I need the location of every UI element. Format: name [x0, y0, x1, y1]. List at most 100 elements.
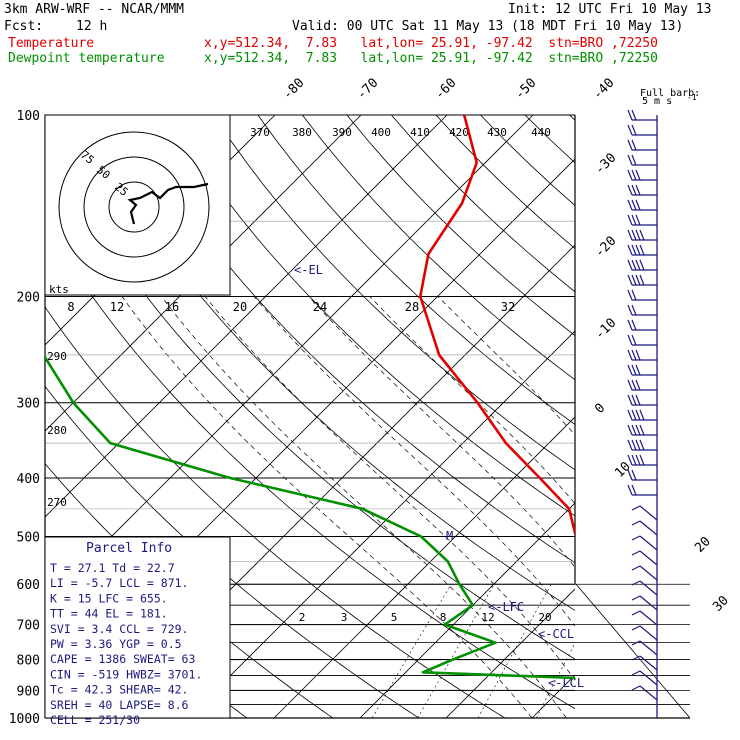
mixing-ratio-label: 16 — [165, 300, 179, 314]
dry-adiabat-line — [659, 115, 740, 718]
wind-barb — [627, 349, 657, 361]
mixing-ratio-line — [371, 584, 452, 718]
model-title: 3km ARW-WRF -- NCAR/MMM — [4, 2, 185, 17]
isotherm-line — [704, 115, 740, 718]
dry-adiabat-label: 280 — [47, 424, 67, 437]
wind-barb — [627, 364, 657, 376]
level-annotation: M — [446, 529, 453, 543]
isotherm-label: 0 — [592, 401, 608, 417]
mixing-ratio-label: 24 — [313, 300, 327, 314]
pressure-tick-label: 100 — [17, 109, 40, 124]
isotherm-label: -40 — [590, 76, 617, 103]
isotherm-label: -70 — [354, 76, 381, 103]
mixing-ratio-low-label: 2 — [299, 611, 306, 624]
wind-barb — [627, 484, 657, 496]
parcel-info-title: Parcel Info — [86, 541, 172, 556]
pressure-tick-label: 500 — [17, 530, 40, 545]
moist-adiabat-line — [437, 296, 575, 436]
level-annotation: <-EL — [294, 263, 323, 277]
isotherm-line — [273, 416, 575, 718]
wind-barb — [631, 550, 658, 566]
wind-barb — [627, 289, 657, 301]
wind-barb — [631, 520, 658, 536]
isotherm-line — [45, 115, 362, 432]
mixing-ratio-low-label: 5 — [391, 611, 398, 624]
mixing-ratio-line — [536, 642, 575, 718]
level-annotation: <-LFC — [488, 600, 524, 614]
pressure-tick-label: 600 — [17, 578, 40, 593]
wind-barb — [627, 379, 657, 391]
dry-adiabat-line — [435, 115, 575, 250]
isotherm-label: -30 — [592, 151, 619, 178]
mixing-ratio-label: 20 — [233, 300, 247, 314]
wind-barb — [631, 655, 658, 671]
parcel-info-row: Tc = 42.3 SHEAR= 42. — [50, 683, 188, 697]
forecast-label: Fcst: — [4, 19, 44, 34]
wind-barb — [627, 409, 657, 421]
dry-adiabat-line — [480, 115, 575, 207]
mixing-ratio-low-label: 3 — [341, 611, 348, 624]
pressure-tick-label: 1000 — [9, 712, 40, 727]
wind-barb — [627, 244, 657, 256]
dry-adiabat-line — [302, 115, 575, 381]
isotherm-label: 30 — [710, 593, 732, 615]
parcel-info-row: K = 15 LFC = 655. — [50, 591, 168, 605]
pressure-tick-label: 800 — [17, 654, 40, 669]
pressure-tick-label: 900 — [17, 684, 40, 699]
wind-barb — [627, 109, 657, 121]
parcel-info-row: T = 27.1 Td = 22.7 — [50, 561, 175, 575]
dry-adiabat-line — [614, 115, 740, 718]
theta-label: 410 — [410, 126, 430, 139]
pressure-tick-label: 400 — [17, 472, 40, 487]
dry-adiabat-label: 290 — [47, 350, 67, 363]
theta-label: 430 — [487, 126, 507, 139]
dry-adiabat-label: 270 — [47, 496, 67, 509]
isotherm-label: -80 — [280, 76, 307, 103]
isotherm-line — [45, 115, 448, 518]
wind-barb — [627, 304, 657, 316]
wind-barb — [631, 640, 658, 656]
wind-barb — [631, 505, 658, 521]
theta-label: 400 — [371, 126, 391, 139]
parcel-info-row: CIN = -519 HWBZ= 3701. — [50, 667, 202, 681]
hodograph-ring — [108, 181, 160, 233]
mixing-ratio-label: 8 — [67, 300, 74, 314]
wind-barb — [627, 424, 657, 436]
isotherm-label: -60 — [432, 76, 459, 103]
wind-barb — [627, 184, 657, 196]
dewpoint-profile — [45, 115, 575, 680]
mixing-ratio-line — [589, 584, 656, 718]
hodograph-ring — [58, 131, 210, 283]
wind-barb — [627, 199, 657, 211]
isotherm-line — [445, 588, 575, 718]
moist-adiabat-line — [204, 296, 575, 681]
legend-dewpoint-info: x,y=512.34, 7.83 lat,lon= 25.91, -97.42 … — [204, 51, 658, 66]
pressure-tick-label: 300 — [17, 397, 40, 412]
isotherm-line — [0, 115, 17, 718]
moist-adiabat-line — [369, 296, 575, 505]
wind-barb — [631, 685, 658, 701]
hodograph-box — [44, 114, 231, 296]
isotherm-label: -20 — [592, 234, 619, 261]
pressure-tick-label: 200 — [17, 291, 40, 306]
isotherm-line — [359, 502, 575, 718]
legend-dewpoint-name: Dewpoint temperature — [8, 51, 165, 66]
theta-label: 440 — [531, 126, 551, 139]
wind-barb — [627, 124, 657, 136]
parcel-info-row: PW = 3.36 YGP = 0.5 — [50, 637, 182, 651]
wind-barb — [631, 625, 658, 641]
mixing-ratio-low-label: 20 — [538, 611, 551, 624]
moist-adiabat-line — [161, 296, 567, 718]
wind-barb — [627, 469, 657, 481]
mixing-ratio-line — [417, 584, 495, 718]
isotherm-line — [187, 330, 575, 718]
init-time: Init: 12 UTC Fri 10 May 13 — [508, 2, 712, 17]
mixing-ratio-label: 12 — [110, 300, 124, 314]
dry-adiabat-line — [569, 115, 575, 121]
wind-barb — [627, 394, 657, 406]
isotherm-label: 20 — [692, 534, 714, 556]
barb-legend-exponent: -1 — [687, 93, 697, 102]
barb-legend-title: Full barb: — [640, 88, 700, 99]
mixing-ratio-low-label: 12 — [481, 611, 494, 624]
